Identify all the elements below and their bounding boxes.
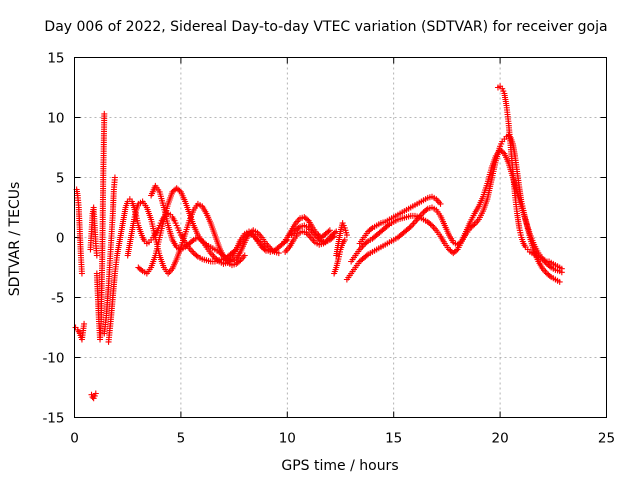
data-point — [546, 263, 553, 270]
data-point — [111, 174, 118, 181]
data-point — [558, 265, 565, 272]
data-point — [316, 236, 323, 243]
y-axis-label: SDTVAR / TECUs — [7, 182, 23, 297]
data-point — [138, 266, 145, 273]
data-point — [214, 257, 221, 264]
data-point — [193, 252, 200, 259]
data-point — [275, 250, 282, 257]
series-arc-06 — [101, 174, 118, 337]
data-point — [423, 206, 430, 213]
data-point — [363, 239, 370, 246]
series-arc-13 — [288, 222, 338, 246]
series-arc-05 — [93, 110, 108, 343]
data-point — [93, 252, 100, 259]
data-point — [499, 149, 506, 156]
data-point — [295, 224, 302, 231]
data-point — [546, 272, 553, 279]
x-axis: 0 5 10 15 20 25 — [70, 57, 615, 447]
data-point — [248, 230, 255, 237]
data-point — [176, 187, 183, 194]
x-tick-label: 10 — [279, 431, 296, 447]
series-arc-01 — [72, 320, 88, 343]
y-tick-label: 5 — [56, 171, 65, 187]
series-arc-14 — [333, 220, 350, 259]
series-arc-12 — [282, 228, 340, 255]
data-point — [341, 236, 348, 243]
x-tick-label: 20 — [492, 431, 509, 447]
data-point — [368, 226, 375, 233]
x-tick-label: 0 — [70, 431, 79, 447]
data-point — [263, 247, 270, 254]
plot-frame — [74, 57, 607, 418]
series-arc-17 — [348, 146, 565, 276]
plot-area — [72, 83, 565, 402]
data-point — [78, 270, 85, 277]
data-point — [329, 234, 336, 241]
data-point — [270, 247, 277, 254]
x-tick-label: 5 — [177, 431, 186, 447]
series-arc-18 — [356, 193, 444, 247]
data-point — [385, 222, 392, 229]
series-arc-19 — [494, 83, 565, 272]
data-point — [189, 238, 196, 245]
data-point — [241, 252, 248, 259]
y-tick-label: -5 — [51, 291, 64, 307]
data-point — [343, 232, 350, 239]
data-point — [427, 221, 434, 228]
data-point — [197, 236, 204, 243]
data-point — [92, 390, 99, 397]
chart-title: Day 006 of 2022, Sidereal Day-to-day VTE… — [44, 19, 607, 35]
data-point — [331, 229, 338, 236]
series-arc-07 — [105, 196, 291, 345]
data-point — [453, 247, 460, 254]
y-axis: -15 -10 -5 0 5 10 15 — [42, 51, 607, 427]
data-point — [363, 252, 370, 259]
data-point — [326, 227, 333, 234]
series-arc-03 — [88, 390, 99, 402]
y-tick-label: 10 — [47, 111, 64, 127]
y-tick-label: 15 — [47, 51, 64, 67]
series-arc-10 — [148, 182, 270, 267]
y-tick-label: -15 — [42, 411, 64, 427]
data-point — [406, 224, 413, 231]
x-tick-label: 25 — [598, 431, 615, 447]
y-tick-label: -10 — [42, 351, 64, 367]
data-point — [325, 228, 332, 235]
series-arc-04 — [87, 204, 100, 259]
data-point — [437, 200, 444, 207]
series-arc-02 — [73, 186, 85, 277]
series-arc-15 — [331, 236, 348, 277]
data-point — [101, 110, 108, 117]
data-point — [331, 233, 338, 240]
data-point — [81, 320, 88, 327]
x-axis-label: GPS time / hours — [281, 458, 398, 474]
x-tick-label: 15 — [385, 431, 402, 447]
series-arc-16 — [343, 132, 563, 285]
data-point — [261, 246, 268, 253]
data-point — [556, 278, 563, 285]
y-tick-label: 0 — [56, 231, 65, 247]
data-point — [223, 254, 230, 261]
